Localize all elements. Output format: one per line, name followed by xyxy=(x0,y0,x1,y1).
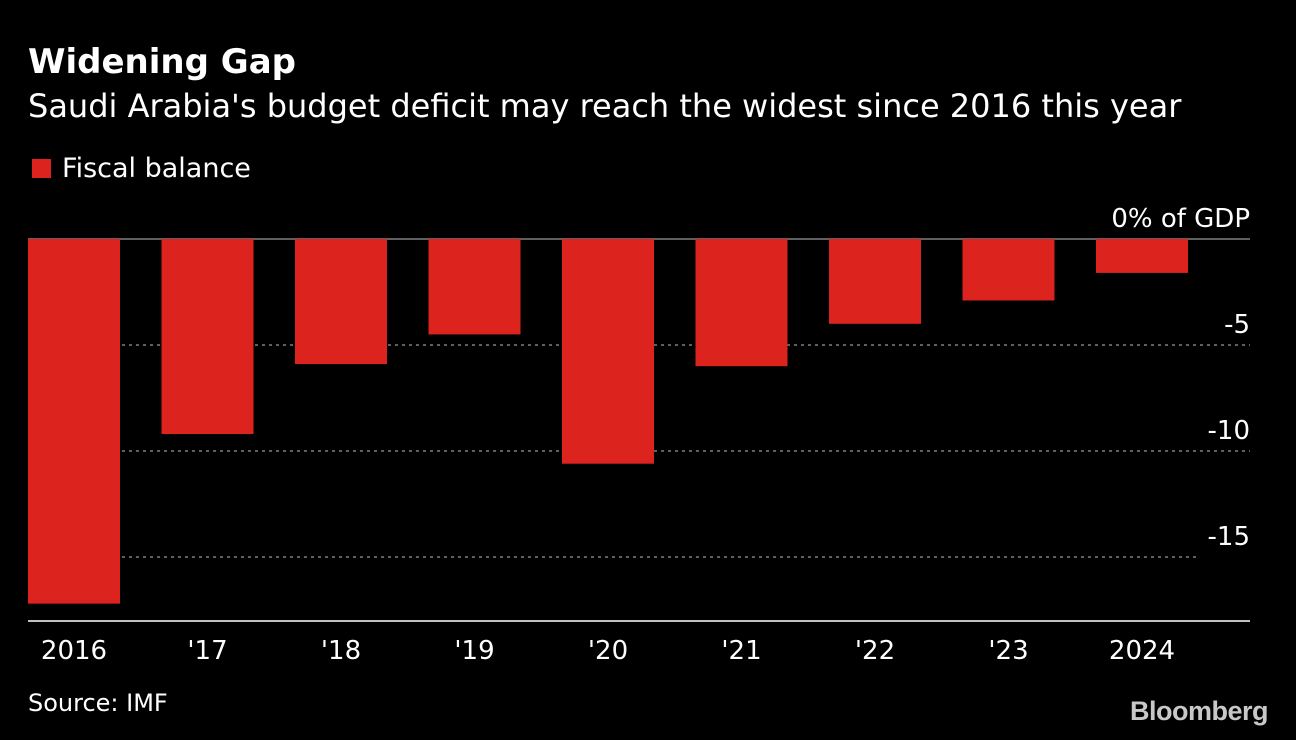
y-tick-label: -5 xyxy=(1224,310,1250,340)
bar-17 xyxy=(161,239,254,435)
bar-23 xyxy=(962,239,1055,301)
bar-20 xyxy=(562,239,654,464)
x-tick-label: 2016 xyxy=(41,636,107,666)
x-tick-label: '23 xyxy=(988,636,1028,666)
x-tick-label: '22 xyxy=(855,636,895,666)
bar-22 xyxy=(829,239,921,324)
bar-2024 xyxy=(1096,239,1188,273)
x-tick-label: '21 xyxy=(721,636,761,666)
x-tick-label: 2024 xyxy=(1109,636,1175,666)
chart-title: Widening Gap xyxy=(28,42,296,82)
y-tick-label: 0% of GDP xyxy=(1111,204,1250,234)
bar-21 xyxy=(695,239,788,367)
x-tick-label: '18 xyxy=(321,636,361,666)
legend: Fiscal balance xyxy=(32,150,251,186)
source-note: Source: IMF xyxy=(28,689,168,717)
bar-19 xyxy=(428,239,521,335)
bar-18 xyxy=(295,239,387,365)
y-tick-label: -15 xyxy=(1208,522,1250,552)
x-tick-label: '20 xyxy=(588,636,628,666)
bar-2016 xyxy=(28,239,120,604)
bloomberg-logo: Bloomberg xyxy=(1129,696,1269,726)
x-tick-label: '19 xyxy=(454,636,494,666)
legend-label: Fiscal balance xyxy=(62,152,251,184)
chart-subtitle: Saudi Arabia's budget deficit may reach … xyxy=(28,87,1182,125)
legend-swatch xyxy=(32,158,51,178)
x-tick-label: '17 xyxy=(187,636,227,666)
y-tick-label: -10 xyxy=(1208,416,1250,446)
